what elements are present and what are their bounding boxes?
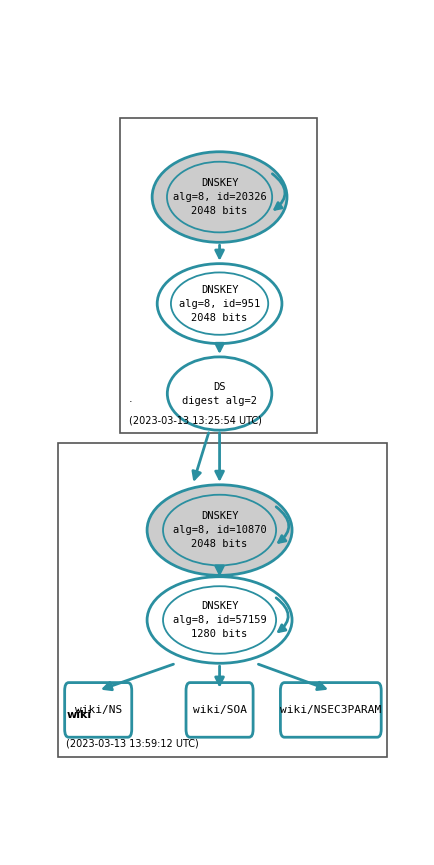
Text: (2023-03-13 13:59:12 UTC): (2023-03-13 13:59:12 UTC) bbox=[66, 739, 198, 748]
FancyBboxPatch shape bbox=[120, 119, 317, 433]
FancyBboxPatch shape bbox=[65, 682, 132, 737]
Text: DNSKEY
alg=8, id=10870
2048 bits: DNSKEY alg=8, id=10870 2048 bits bbox=[172, 511, 266, 549]
Text: wiki/SOA: wiki/SOA bbox=[192, 705, 246, 714]
Ellipse shape bbox=[167, 357, 271, 430]
Ellipse shape bbox=[147, 484, 291, 575]
Text: .: . bbox=[128, 394, 132, 403]
Ellipse shape bbox=[152, 151, 286, 242]
Text: wiki: wiki bbox=[66, 710, 91, 720]
Text: DNSKEY
alg=8, id=951
2048 bits: DNSKEY alg=8, id=951 2048 bits bbox=[178, 285, 260, 323]
Text: DNSKEY
alg=8, id=57159
1280 bits: DNSKEY alg=8, id=57159 1280 bits bbox=[172, 601, 266, 639]
Ellipse shape bbox=[147, 577, 291, 663]
FancyBboxPatch shape bbox=[186, 682, 253, 737]
Text: DNSKEY
alg=8, id=20326
2048 bits: DNSKEY alg=8, id=20326 2048 bits bbox=[172, 178, 266, 216]
Text: DS
digest alg=2: DS digest alg=2 bbox=[182, 381, 256, 406]
Text: wiki/NS: wiki/NS bbox=[74, 705, 122, 714]
Text: (2023-03-13 13:25:54 UTC): (2023-03-13 13:25:54 UTC) bbox=[128, 415, 261, 426]
FancyBboxPatch shape bbox=[280, 682, 380, 737]
FancyBboxPatch shape bbox=[58, 444, 387, 757]
Text: wiki/NSEC3PARAM: wiki/NSEC3PARAM bbox=[279, 705, 381, 714]
Ellipse shape bbox=[157, 264, 281, 343]
